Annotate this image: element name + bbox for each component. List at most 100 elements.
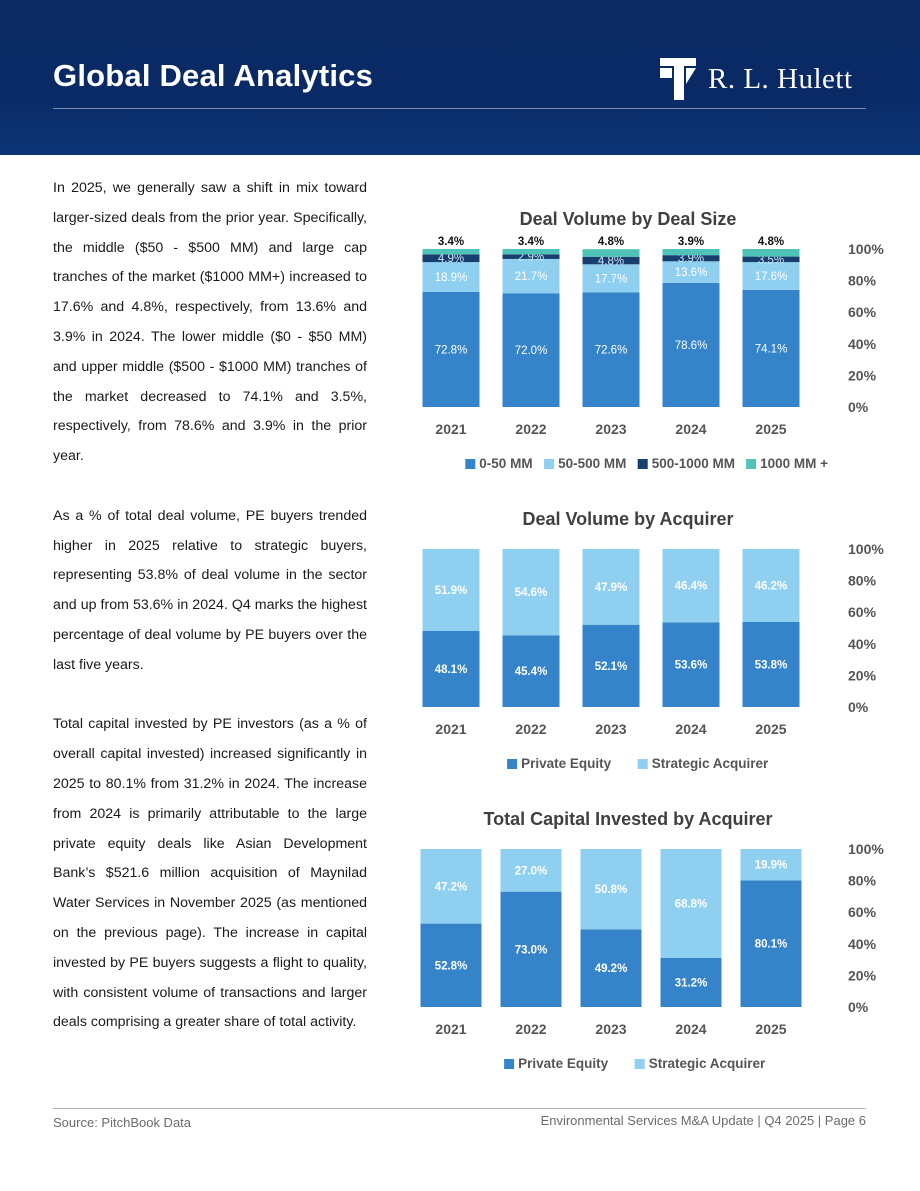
chart-title: Deal Volume by Deal Size (520, 209, 737, 229)
legend-swatch (637, 459, 648, 469)
bar-segment (502, 635, 560, 707)
bar-segment (582, 549, 640, 625)
data-label: 17.6% (755, 271, 788, 283)
bar-segment (502, 254, 560, 259)
bar-segment (420, 923, 482, 1007)
logo-text: R. L. Hulett (708, 62, 853, 95)
data-label: 49.2% (595, 963, 628, 975)
legend-label: Private Equity (518, 1056, 609, 1071)
legend-label: Private Equity (521, 756, 612, 771)
y-tick-label: 80% (848, 873, 877, 889)
legend-label: 0-50 MM (479, 456, 532, 471)
y-tick-label: 60% (848, 904, 877, 920)
data-label: 51.9% (435, 585, 468, 597)
bar-segment (662, 282, 720, 407)
bar-segment (662, 255, 720, 262)
bar-segment (582, 264, 640, 293)
y-tick-label: 60% (848, 304, 877, 320)
legend-swatch (634, 1059, 645, 1069)
bar-segment (582, 624, 640, 707)
bar-segment (662, 549, 720, 623)
x-tick-label: 2025 (755, 1021, 786, 1037)
bar-segment (660, 957, 722, 1007)
bar-segment (502, 293, 560, 407)
bar-segment (422, 549, 480, 632)
x-tick-label: 2024 (675, 1021, 706, 1037)
paragraph-capital-invested: Total capital invested by PE investors (… (53, 716, 367, 1031)
bar-segment (422, 254, 480, 263)
y-tick-label: 0% (848, 399, 869, 415)
page-header: Global Deal Analytics R. L. Hulett (0, 0, 920, 155)
header-divider (53, 108, 866, 109)
bar-segment (580, 849, 642, 930)
data-label: 4.8% (758, 236, 784, 248)
y-tick-label: 80% (848, 273, 877, 289)
legend-label: Strategic Acquirer (649, 1056, 766, 1071)
legend-swatch (637, 759, 648, 769)
bar-segment (502, 549, 560, 636)
company-logo: R. L. Hulett (660, 58, 853, 100)
bar-segment (580, 929, 642, 1007)
data-label: 2.9% (518, 252, 544, 264)
legend-swatch (507, 759, 518, 769)
bar-segment (742, 549, 800, 622)
x-tick-label: 2023 (595, 421, 626, 437)
chart-deal-volume-by-deal-size: Deal Volume by Deal Size 0% 20% 40% 60% 80% 10… (422, 209, 884, 471)
bar-segment (500, 849, 562, 892)
chart-title: Total Capital Invested by Acquirer (483, 809, 772, 829)
bar-segment (422, 262, 480, 292)
bar-segment (422, 249, 480, 255)
x-tick-label: 2022 (515, 1021, 546, 1037)
paragraph-deal-volume-acquirer: As a % of total deal volume, PE buyers t… (53, 507, 367, 673)
legend-label: 500-1000 MM (652, 456, 735, 471)
x-tick-label: 2022 (515, 721, 546, 737)
legend-label: 1000 MM + (760, 456, 828, 471)
logo-mark-icon (660, 58, 696, 100)
y-tick-label: 100% (848, 241, 884, 257)
bar-segment (422, 291, 480, 407)
data-label: 47.9% (595, 582, 628, 594)
data-label: 3.9% (678, 236, 704, 248)
bar-segment (662, 622, 720, 707)
paragraph-deal-size: In 2025, we generally saw a shift in mix… (53, 180, 367, 465)
y-tick-label: 40% (848, 636, 877, 652)
data-label: 3.5% (758, 254, 784, 266)
bar-segment (660, 849, 722, 958)
x-tick-label: 2025 (755, 421, 786, 437)
x-tick-label: 2024 (675, 421, 706, 437)
data-label: 17.7% (595, 273, 628, 285)
y-tick-label: 20% (848, 967, 877, 983)
data-label: 13.6% (675, 267, 708, 279)
y-tick-label: 20% (848, 367, 877, 383)
bar-segment (582, 249, 640, 257)
x-tick-label: 2024 (675, 721, 706, 737)
data-label: 50.8% (595, 884, 628, 896)
data-label: 52.8% (435, 960, 468, 972)
data-label: 52.1% (595, 661, 628, 673)
data-label: 31.2% (675, 977, 708, 989)
x-tick-label: 2021 (435, 721, 466, 737)
data-label: 21.7% (515, 271, 548, 283)
data-label: 3.9% (678, 253, 704, 265)
footer-divider (53, 1108, 866, 1109)
bar-segment (422, 631, 480, 707)
data-label: 46.4% (675, 581, 708, 593)
y-tick-label: 60% (848, 604, 877, 620)
x-tick-label: 2023 (595, 1021, 626, 1037)
data-label: 27.0% (515, 865, 548, 877)
y-tick-label: 0% (848, 699, 869, 715)
data-label: 46.2% (755, 580, 788, 592)
bar-segment (500, 891, 562, 1007)
x-tick-label: 2021 (435, 1021, 466, 1037)
x-tick-label: 2022 (515, 421, 546, 437)
bar-segment (740, 880, 802, 1007)
bar-segment (420, 849, 482, 924)
page-title: Global Deal Analytics (53, 58, 374, 93)
data-label: 3.4% (518, 236, 544, 248)
data-label: 19.9% (755, 860, 788, 872)
data-label: 4.8% (598, 236, 624, 248)
bar-segment (742, 262, 800, 290)
page-info: Environmental Services M&A Update | Q4 2… (540, 1113, 866, 1128)
y-tick-label: 0% (848, 999, 869, 1015)
chart-total-capital-invested-by-acquirer: Total Capital Invested by Acquirer 0% 20% 4… (420, 809, 884, 1071)
